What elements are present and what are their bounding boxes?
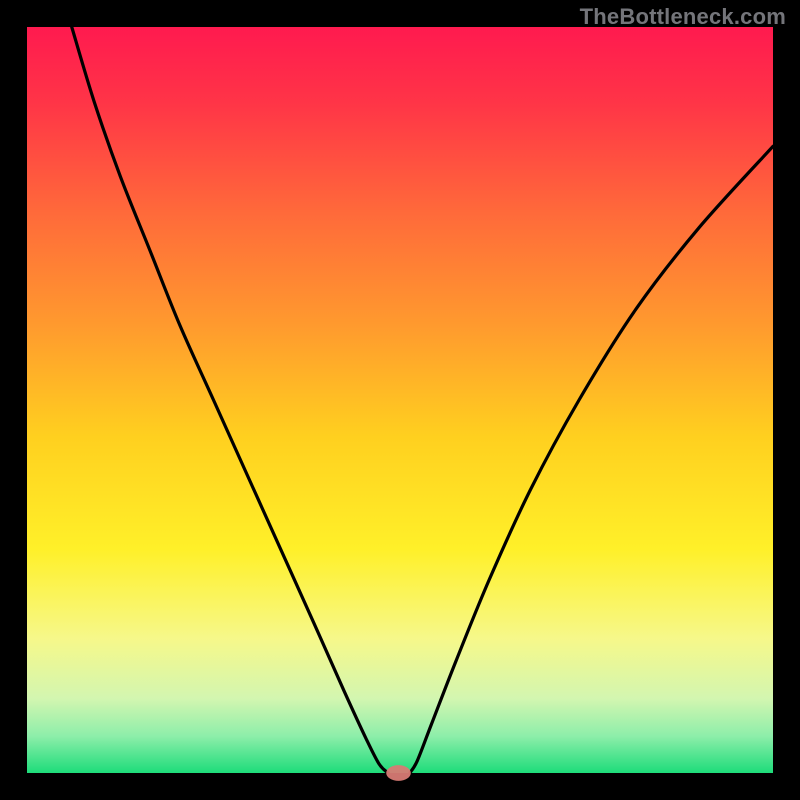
chart-container: { "watermark": { "text": "TheBottleneck.…	[0, 0, 800, 800]
watermark-text: TheBottleneck.com	[580, 4, 786, 30]
bottleneck-chart	[0, 0, 800, 800]
minimum-marker	[386, 765, 411, 781]
plot-background	[27, 27, 773, 773]
